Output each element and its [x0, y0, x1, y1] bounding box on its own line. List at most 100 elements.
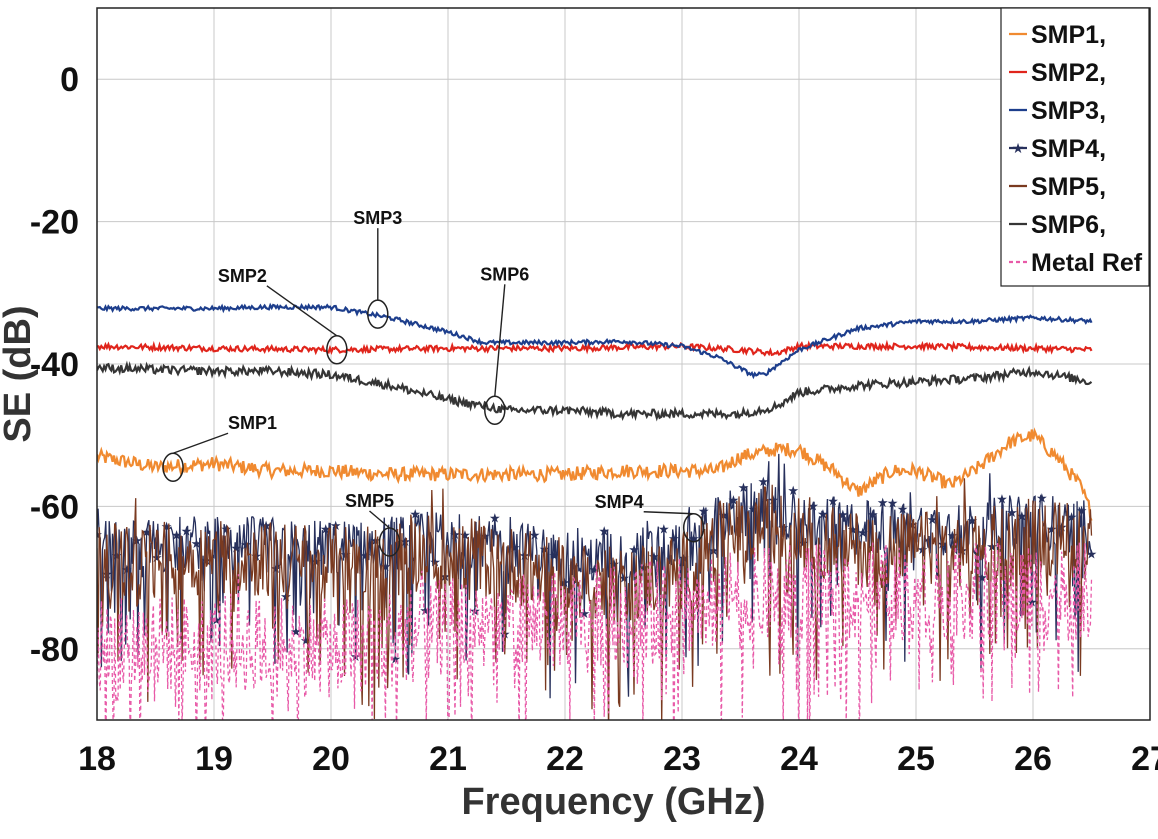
star-marker: ★: [1036, 491, 1048, 506]
star-marker: ★: [598, 524, 610, 539]
star-marker: ★: [549, 548, 561, 563]
x-tick-label: 23: [663, 740, 701, 778]
star-marker: ★: [966, 513, 978, 528]
star-marker: ★: [290, 624, 302, 639]
series-7: [97, 541, 1093, 720]
series-line: [97, 453, 1093, 699]
x-tick-label: 27: [1131, 740, 1158, 778]
series-5: [97, 478, 1093, 720]
star-marker: ★: [270, 561, 282, 576]
star-marker: ★: [469, 603, 481, 618]
star-marker: ★: [946, 528, 958, 543]
x-tick-label: 20: [312, 740, 350, 778]
star-marker: ★: [529, 528, 541, 543]
y-axis-title: SE (dB): [0, 305, 39, 442]
star-marker: ★: [738, 480, 750, 495]
annotation-arrow: [494, 284, 506, 397]
star-marker: ★: [439, 569, 451, 584]
series-line: [97, 360, 1093, 422]
star-marker: ★: [191, 536, 203, 551]
x-tick-label: 25: [897, 740, 935, 778]
star-marker: ★: [409, 507, 421, 522]
annotation-arrow: [266, 285, 338, 337]
annotation-label: SMP1: [228, 413, 277, 433]
star-marker: ★: [390, 652, 402, 667]
legend-label: Metal Ref: [1031, 249, 1143, 277]
star-marker: ★: [648, 549, 660, 564]
legend-item: Metal Ref: [1009, 249, 1143, 277]
star-marker: ★: [748, 501, 760, 516]
annotation-label: SMP4: [595, 492, 644, 512]
star-marker: ★: [399, 534, 411, 549]
star-marker: ★: [936, 537, 948, 552]
legend-item: SMP5,: [1009, 173, 1106, 201]
star-marker: ★: [837, 507, 849, 522]
star-marker: ★: [608, 556, 620, 571]
star-marker: ★: [429, 554, 441, 569]
star-marker: ★: [509, 540, 521, 555]
x-tick-label: 19: [195, 740, 233, 778]
annotation-arrow: [369, 510, 390, 529]
star-marker: ★: [777, 520, 789, 535]
series-6: [97, 360, 1093, 422]
star-marker: ★: [996, 492, 1008, 507]
star-marker: ★: [857, 525, 869, 540]
star-marker: ★: [728, 492, 740, 507]
star-marker: ★: [280, 589, 292, 604]
legend-item: SMP6,: [1009, 211, 1106, 239]
annotation-smp1: SMP1: [162, 413, 277, 482]
series-1: [97, 427, 1093, 521]
star-marker: ★: [320, 521, 332, 536]
star-marker: ★: [240, 537, 252, 552]
y-tick-label: 0: [60, 61, 79, 99]
annotation-group: SMP1 SMP2 SMP3 SMP6 SMP5 SMP4: [162, 208, 705, 557]
star-marker: ★: [350, 649, 362, 664]
legend-item: ★ SMP4,: [1009, 135, 1106, 163]
annotation-arrow: [643, 511, 694, 515]
star-marker: ★: [181, 523, 193, 538]
star-marker: ★: [588, 562, 600, 577]
star-marker: ★: [578, 606, 590, 621]
y-tick-label: -40: [30, 346, 79, 384]
star-marker: ★: [459, 527, 471, 542]
annotation-smp5: SMP5: [345, 491, 401, 557]
star-marker: ★: [1086, 547, 1098, 562]
star-marker: ★: [887, 496, 899, 511]
star-marker: ★: [151, 550, 163, 565]
star-marker: ★: [1016, 508, 1028, 523]
star-marker: ★: [1026, 595, 1038, 610]
legend-item: SMP2,: [1009, 59, 1106, 87]
series-2: [97, 339, 1093, 357]
star-marker: ★: [419, 603, 431, 618]
annotation-smp2: SMP2: [218, 266, 348, 365]
x-tick-label: 24: [780, 740, 818, 778]
star-marker: ★: [300, 633, 312, 648]
legend: SMP1, SMP2, SMP3, ★ SMP4, SMP5, SMP6, Metal Ref: [1000, 7, 1150, 287]
annotation-smp4: SMP4: [595, 492, 705, 543]
y-tick-label: -80: [30, 631, 79, 669]
star-marker: ★: [380, 559, 392, 574]
star-marker: ★: [101, 567, 113, 582]
x-tick-label: 21: [429, 740, 467, 778]
star-marker: ★: [121, 562, 133, 577]
legend-label: SMP5,: [1031, 173, 1106, 201]
y-tick-label: -60: [30, 488, 79, 526]
star-marker: ★: [787, 483, 799, 498]
star-marker: ★: [171, 528, 183, 543]
star-marker: ★: [230, 540, 242, 555]
star-marker: ★: [489, 510, 501, 525]
series-line: [97, 541, 1093, 720]
series-line: [97, 339, 1093, 357]
star-marker: ★: [658, 522, 670, 537]
series-line: [97, 427, 1093, 521]
x-tick-label: 18: [78, 740, 116, 778]
legend-label: SMP6,: [1031, 211, 1106, 239]
star-marker: ★: [1046, 521, 1058, 536]
star-marker: ★: [131, 533, 143, 548]
star-marker: ★: [449, 527, 461, 542]
x-tick-label: 26: [1014, 740, 1052, 778]
star-marker: ★: [668, 531, 680, 546]
series-line: [97, 478, 1093, 720]
legend-item: SMP1,: [1009, 21, 1106, 49]
star-marker: ★: [360, 548, 372, 563]
